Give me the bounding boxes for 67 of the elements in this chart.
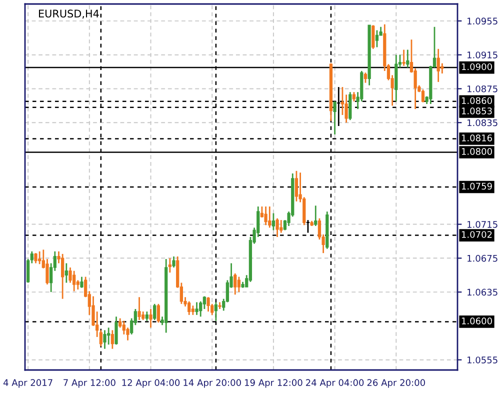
candlestick	[156, 303, 160, 324]
ref-line-label: 1.0860	[462, 97, 492, 104]
x-tick-label: 26 Apr 20:00	[367, 379, 425, 388]
candlestick	[364, 72, 368, 84]
y-tick-label: 1.0555	[468, 356, 498, 364]
candlestick	[114, 316, 118, 346]
y-tick-label: 1.0715	[468, 221, 498, 228]
candlestick	[172, 256, 176, 268]
y-tick-label: 1.0875	[468, 85, 498, 92]
x-tick-label: 19 Apr 12:00	[245, 379, 302, 388]
candlestick	[188, 300, 191, 316]
candlestick	[406, 49, 410, 68]
candlestick	[402, 49, 406, 67]
y-tick-label: 1.0955	[468, 18, 498, 25]
candlestick	[294, 170, 298, 202]
candlestick	[436, 48, 440, 83]
ref-line-label: 1.0853	[462, 108, 492, 114]
y-tick-label: 1.0835	[468, 119, 498, 126]
candlestick	[153, 303, 156, 321]
candlestick	[352, 91, 356, 102]
candlestick	[107, 326, 110, 346]
candlestick	[264, 206, 268, 226]
candlestick	[72, 270, 76, 292]
x-tick-label: 12 Apr 04:00	[122, 379, 180, 388]
ref-line-label: 1.0759	[462, 182, 492, 190]
candlestick	[375, 30, 379, 48]
candlestick	[333, 100, 336, 136]
chart-title: EURUSD,H4	[38, 10, 99, 19]
y-tick-label: 1.0635	[468, 288, 498, 296]
y-tick-label: 1.0915	[468, 52, 498, 58]
candlestick	[103, 329, 106, 350]
x-tick-label: 14 Apr 20:00	[184, 379, 241, 388]
candlestick	[214, 302, 218, 322]
candlestick	[421, 88, 425, 103]
ref-line-label: 1.0800	[462, 148, 492, 155]
candlestick	[272, 212, 276, 231]
candlestick	[237, 276, 241, 293]
x-tick-label: 7 Apr 12:00	[64, 379, 116, 388]
ref-line-label: 1.0600	[462, 318, 492, 324]
candlestick	[149, 308, 152, 328]
candlestick	[276, 218, 279, 238]
x-tick-label: 4 Apr 2017	[3, 379, 52, 388]
candlestick	[314, 204, 318, 227]
candlestick	[206, 296, 210, 312]
ref-line-label: 1.0702	[462, 231, 492, 238]
y-tick-label: 1.0675	[468, 254, 498, 262]
candlestick	[191, 304, 195, 316]
candlestick	[34, 252, 38, 264]
candlestick	[145, 310, 148, 322]
candlestick	[195, 302, 198, 316]
candlestick	[372, 24, 375, 50]
candlestick	[348, 91, 352, 121]
candlestick	[199, 300, 202, 318]
ref-line-label: 1.0900	[462, 63, 492, 70]
candlestick	[168, 257, 172, 274]
candlestick	[110, 329, 114, 350]
candlestick	[234, 272, 237, 296]
candlestick	[268, 206, 272, 228]
x-tick-label: 24 Apr 04:00	[306, 379, 364, 388]
ref-line-label: 1.0816	[462, 134, 492, 142]
candlestick	[306, 219, 310, 234]
candlestick	[280, 219, 283, 234]
candlestick	[61, 253, 64, 300]
candlestick	[38, 250, 42, 265]
candlestick	[80, 276, 84, 289]
candlestick	[64, 262, 68, 284]
candlestick	[138, 296, 141, 321]
